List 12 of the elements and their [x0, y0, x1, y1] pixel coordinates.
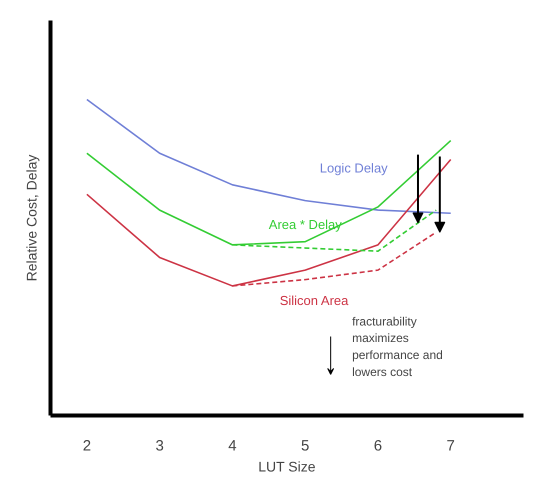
series-label: Silicon Area: [280, 293, 350, 308]
text: Logic Delay: [320, 160, 388, 176]
x-tick-label: 5: [301, 438, 310, 454]
x-tick-label: 4: [228, 438, 237, 454]
x-tick-label: 3: [155, 438, 164, 454]
x-tick-label: 6: [374, 438, 382, 454]
x-tick-label: 2: [82, 438, 92, 454]
y-axis-title: Relative Cost, Delay: [24, 154, 40, 282]
annotation: fracturability maximizes performance and lowers cost: [352, 314, 443, 379]
x-axis-title: LUT Size: [258, 458, 316, 474]
x-tick-label: 7: [446, 438, 455, 454]
series-label: Area * Delay: [268, 217, 342, 232]
